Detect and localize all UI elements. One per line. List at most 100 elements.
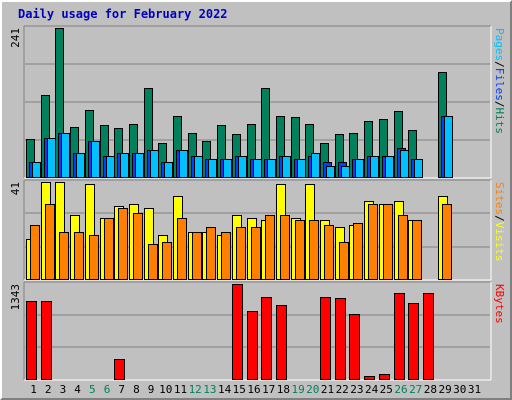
bar-pages-day-5 xyxy=(91,141,100,178)
x-tick-label-day-18: 18 xyxy=(277,383,290,396)
bar-sites-day-14 xyxy=(221,232,231,280)
panel-0-series-label-part: / xyxy=(493,101,506,108)
bar-kbytes-day-28 xyxy=(423,293,434,380)
bar-sites-day-9 xyxy=(148,244,158,280)
bar-pages-day-24 xyxy=(370,156,379,178)
bar-sites-day-15 xyxy=(236,227,246,280)
panel-0-series-label-part: / xyxy=(493,61,506,68)
bar-kbytes-day-22 xyxy=(335,298,346,380)
panel-0-series-label-part: Pages xyxy=(493,28,506,61)
bar-pages-day-27 xyxy=(414,159,423,178)
bar-pages-day-14 xyxy=(223,159,232,178)
panel-1-series-label-part: / xyxy=(493,215,506,222)
bar-sites-day-4 xyxy=(74,232,84,280)
bar-pages-day-3 xyxy=(61,133,70,178)
bar-pages-day-21 xyxy=(326,166,335,178)
x-tick-label-day-15: 15 xyxy=(233,383,246,396)
x-tick-label-day-11: 11 xyxy=(174,383,187,396)
x-tick-label-day-10: 10 xyxy=(159,383,172,396)
bar-sites-day-11 xyxy=(177,218,187,280)
x-tick-label-day-3: 3 xyxy=(60,383,67,396)
bar-kbytes-day-27 xyxy=(408,303,419,380)
panel-1-series-label: Sites/Visits xyxy=(493,182,506,262)
panel-2-series-label: KBytes xyxy=(493,284,506,324)
bar-kbytes-day-7 xyxy=(114,359,125,380)
x-tick-label-day-30: 30 xyxy=(453,383,466,396)
bar-kbytes-day-2 xyxy=(41,301,52,380)
bar-kbytes-day-17 xyxy=(261,297,272,380)
bar-pages-day-10 xyxy=(164,162,173,178)
x-tick-label-day-2: 2 xyxy=(45,383,52,396)
x-tick-label-day-4: 4 xyxy=(74,383,81,396)
bar-pages-day-17 xyxy=(267,159,276,178)
x-tick-label-day-8: 8 xyxy=(133,383,140,396)
bar-pages-day-11 xyxy=(179,150,188,178)
bar-pages-day-22 xyxy=(341,166,350,178)
bar-pages-day-18 xyxy=(282,156,291,178)
bar-sites-day-12 xyxy=(192,232,202,280)
bar-pages-day-15 xyxy=(238,156,247,178)
bar-kbytes-day-16 xyxy=(247,311,258,380)
panel-2-series-label-part: KBytes xyxy=(493,284,506,324)
bar-kbytes-day-24 xyxy=(364,376,375,380)
bar-sites-day-7 xyxy=(118,208,128,280)
x-tick-label-day-28: 28 xyxy=(424,383,437,396)
chart-title: Daily usage for February 2022 xyxy=(18,7,228,21)
bar-sites-day-22 xyxy=(339,242,349,280)
x-tick-label-day-31: 31 xyxy=(468,383,481,396)
bar-pages-day-13 xyxy=(208,159,217,178)
bar-pages-day-29 xyxy=(444,116,453,178)
bar-kbytes-day-25 xyxy=(379,374,390,380)
x-tick-label-day-19: 19 xyxy=(291,383,304,396)
x-tick-label-day-26: 26 xyxy=(394,383,407,396)
x-tick-label-day-20: 20 xyxy=(306,383,319,396)
panel-0-series-label-part: Files xyxy=(493,68,506,101)
bar-pages-day-16 xyxy=(253,159,262,178)
x-tick-label-day-13: 13 xyxy=(203,383,216,396)
x-tick-label-day-22: 22 xyxy=(336,383,349,396)
bar-sites-day-17 xyxy=(265,215,275,280)
bar-sites-day-8 xyxy=(133,213,143,280)
bar-sites-day-20 xyxy=(309,220,319,280)
bar-sites-day-26 xyxy=(398,215,408,280)
x-tick-label-day-14: 14 xyxy=(218,383,232,396)
x-tick-label-day-29: 29 xyxy=(438,383,451,396)
bar-sites-day-1 xyxy=(30,225,40,280)
panel-2-ymax-label: 1343 xyxy=(9,284,22,311)
bar-pages-day-12 xyxy=(194,156,203,178)
x-tick-label-day-23: 23 xyxy=(350,383,363,396)
bar-sites-day-6 xyxy=(104,218,114,280)
x-tick-label-day-7: 7 xyxy=(118,383,125,396)
bar-sites-day-19 xyxy=(295,220,305,280)
x-tick-label-day-17: 17 xyxy=(262,383,275,396)
panel-1-series-label-part: Sites xyxy=(493,182,506,215)
bar-kbytes-day-26 xyxy=(394,293,405,380)
bar-sites-day-3 xyxy=(59,232,69,280)
bar-pages-day-26 xyxy=(400,150,409,178)
x-tick-label-day-21: 21 xyxy=(321,383,334,396)
bar-sites-day-29 xyxy=(442,204,452,280)
bar-sites-day-18 xyxy=(280,215,290,280)
bar-pages-day-7 xyxy=(120,153,129,178)
bar-pages-day-19 xyxy=(297,159,306,178)
bar-sites-day-23 xyxy=(353,223,363,280)
bar-sites-day-27 xyxy=(412,220,422,280)
x-tick-label-day-6: 6 xyxy=(104,383,111,396)
x-tick-label-day-5: 5 xyxy=(89,383,96,396)
x-tick-label-day-12: 12 xyxy=(189,383,202,396)
bar-sites-day-2 xyxy=(45,204,55,280)
bar-pages-day-6 xyxy=(106,156,115,178)
panel-0-ymax-label: 241 xyxy=(9,28,22,48)
bar-sites-day-24 xyxy=(368,204,378,280)
bar-sites-day-21 xyxy=(324,225,334,280)
bar-sites-day-5 xyxy=(89,235,99,280)
panel-1-series-label-part: Visits xyxy=(493,222,506,262)
bar-pages-day-4 xyxy=(76,153,85,178)
bar-kbytes-day-23 xyxy=(349,314,360,380)
x-tick-label-day-9: 9 xyxy=(148,383,155,396)
bar-kbytes-day-15 xyxy=(232,284,243,380)
bar-pages-day-20 xyxy=(311,153,320,178)
x-tick-label-day-16: 16 xyxy=(247,383,260,396)
bar-kbytes-day-18 xyxy=(276,305,287,380)
